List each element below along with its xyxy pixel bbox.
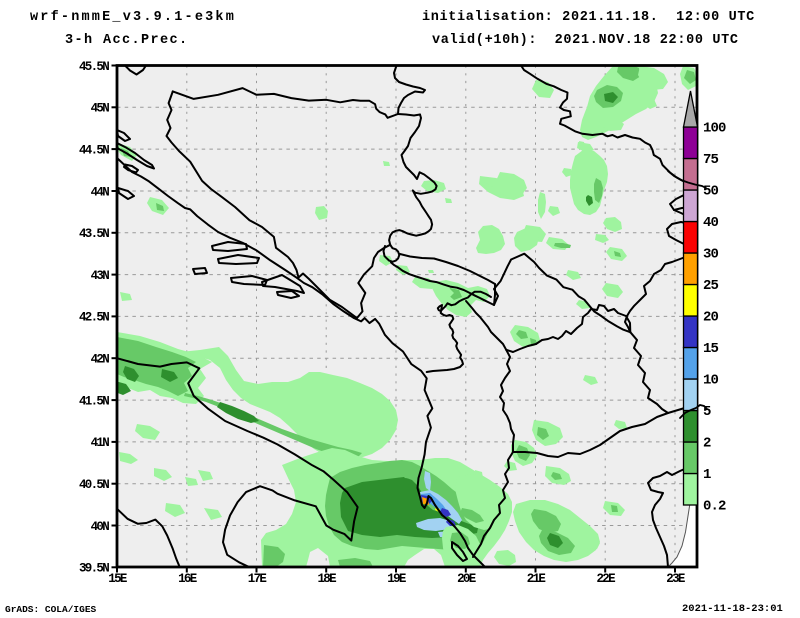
svg-text:43N: 43N (91, 269, 110, 283)
svg-text:41.5N: 41.5N (79, 394, 109, 408)
svg-text:20: 20 (703, 310, 719, 326)
svg-text:41N: 41N (91, 436, 110, 450)
svg-text:16E: 16E (178, 572, 197, 586)
svg-text:2: 2 (703, 436, 711, 452)
svg-text:17E: 17E (248, 572, 267, 586)
svg-text:22E: 22E (596, 572, 615, 586)
svg-text:23E: 23E (666, 572, 685, 586)
svg-text:75: 75 (703, 152, 719, 168)
svg-text:5: 5 (703, 404, 711, 420)
svg-text:40: 40 (703, 215, 719, 231)
svg-text:20E: 20E (457, 572, 476, 586)
svg-text:19E: 19E (387, 572, 406, 586)
svg-text:39.5N: 39.5N (79, 562, 109, 576)
svg-text:45N: 45N (91, 102, 110, 116)
svg-text:10: 10 (703, 373, 719, 389)
svg-text:42N: 42N (91, 353, 110, 367)
svg-text:45.5N: 45.5N (79, 60, 109, 74)
svg-text:21E: 21E (527, 572, 546, 586)
svg-text:50: 50 (703, 184, 719, 200)
svg-text:44.5N: 44.5N (79, 143, 109, 157)
svg-text:100: 100 (703, 121, 726, 137)
svg-text:15: 15 (703, 341, 719, 357)
svg-text:0.2: 0.2 (703, 499, 726, 515)
svg-text:40N: 40N (91, 520, 110, 534)
svg-text:25: 25 (703, 278, 719, 294)
svg-text:15E: 15E (108, 572, 127, 586)
svg-text:1: 1 (703, 467, 711, 483)
svg-text:42.5N: 42.5N (79, 311, 109, 325)
svg-text:30: 30 (703, 247, 719, 263)
svg-text:43.5N: 43.5N (79, 227, 109, 241)
svg-text:44N: 44N (91, 185, 110, 199)
svg-text:40.5N: 40.5N (79, 478, 109, 492)
svg-text:18E: 18E (317, 572, 336, 586)
